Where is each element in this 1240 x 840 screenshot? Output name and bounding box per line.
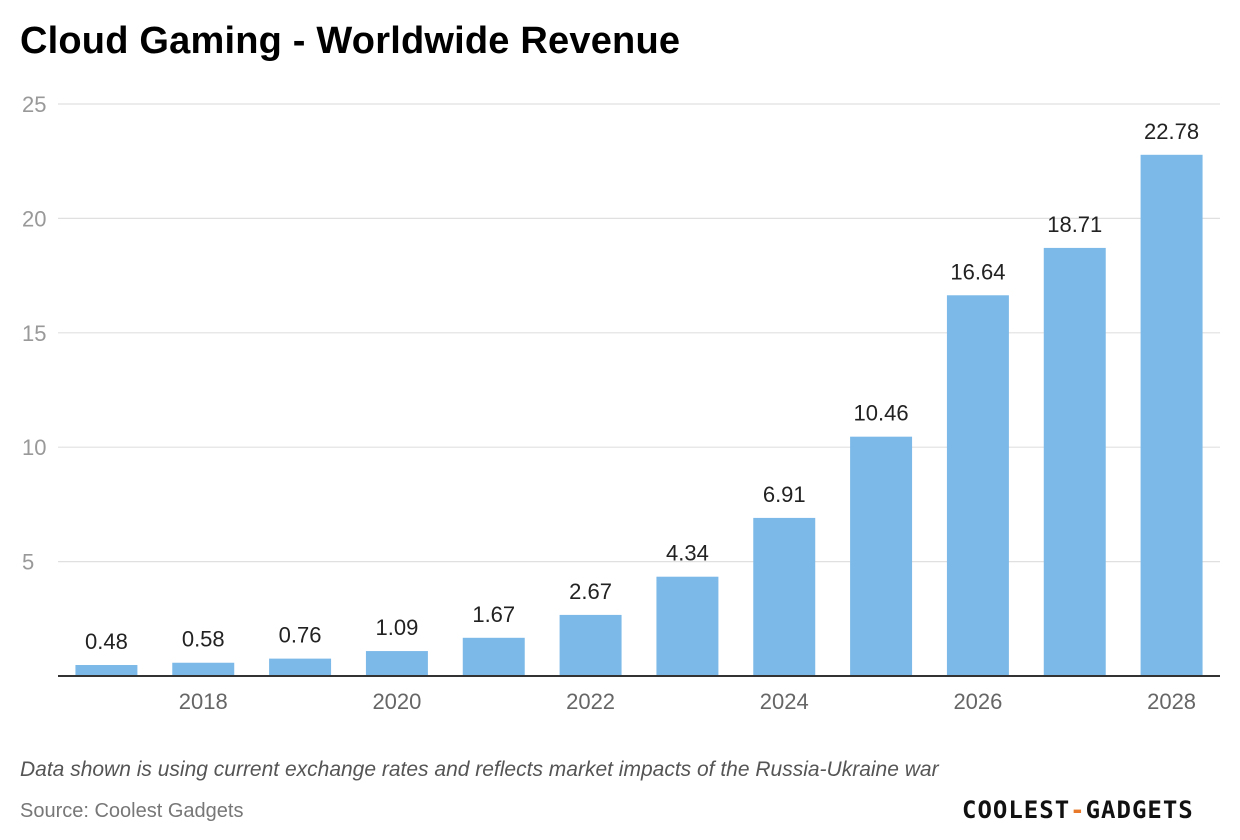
y-tick-label: 20 (22, 206, 46, 231)
bar (946, 295, 1009, 676)
logo-right: GADGETS (1085, 796, 1194, 824)
bar-value-label: 1.67 (472, 602, 515, 627)
bar (1043, 247, 1106, 676)
x-tick-label: 2026 (953, 689, 1002, 714)
chart-note: Data shown is using current exchange rat… (20, 758, 939, 781)
bar-value-label: 0.76 (279, 623, 322, 648)
bar-chart: 5 10 15 20 25 0.48 0.58 0.76 1.09 1.67 2.67 4.34 6.9… (22, 92, 1220, 714)
bar-value-label: 4.34 (666, 541, 709, 566)
bar (75, 665, 138, 676)
bar-value-label: 0.58 (182, 627, 225, 652)
coolest-gadgets-logo: COOLEST-GADGETS (962, 796, 1194, 824)
bar-value-label: 2.67 (569, 579, 612, 604)
bar-value-label: 18.71 (1047, 212, 1102, 237)
y-tick-label: 10 (22, 435, 46, 460)
chart-title: Cloud Gaming - Worldwide Revenue (20, 20, 681, 62)
x-tick-label: 2028 (1147, 689, 1196, 714)
bar (656, 576, 719, 676)
source-text: Source: Coolest Gadgets (20, 800, 244, 822)
bar (850, 436, 913, 676)
logo-dash: - (1070, 796, 1086, 824)
bar (365, 651, 428, 676)
y-tick-label: 25 (22, 92, 46, 117)
y-tick-label: 15 (22, 321, 46, 346)
y-tick-label: 5 (22, 550, 34, 575)
bar (269, 658, 332, 676)
bar-value-label: 0.48 (85, 629, 128, 654)
bar-value-label: 6.91 (763, 482, 806, 507)
x-tick-label: 2022 (566, 689, 615, 714)
bar (753, 517, 816, 676)
bar (462, 637, 525, 676)
bar (1140, 154, 1203, 677)
bar (172, 662, 235, 676)
bar (559, 614, 622, 676)
logo-left: COOLEST (962, 796, 1071, 824)
bar-value-label: 1.09 (376, 615, 419, 640)
bar-value-label: 22.78 (1144, 119, 1199, 144)
bar-value-label: 10.46 (854, 401, 909, 426)
x-tick-label: 2018 (179, 689, 228, 714)
x-tick-label: 2020 (372, 689, 421, 714)
x-tick-label: 2024 (760, 689, 809, 714)
bar-value-label: 16.64 (950, 259, 1005, 284)
